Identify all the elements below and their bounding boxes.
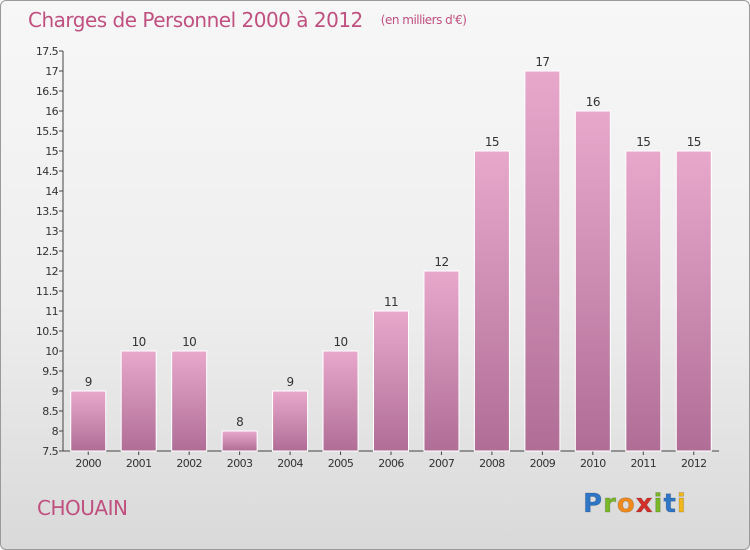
x-tick-label: 2002 <box>176 457 202 470</box>
y-tick-label: 8.5 <box>42 405 58 418</box>
bar <box>423 270 460 452</box>
x-tick-label: 2000 <box>75 457 101 470</box>
logo-letter: t <box>663 489 677 520</box>
y-tick-label: 17 <box>45 65 58 78</box>
logo-letter: x <box>635 489 654 520</box>
y-tick-label: 15 <box>45 145 58 158</box>
bar-value-label: 10 <box>182 335 196 349</box>
logo-letter: i <box>653 489 664 520</box>
y-tick-label: 13.5 <box>36 205 59 218</box>
x-tick-label: 2007 <box>429 457 455 470</box>
x-tick-label: 2005 <box>328 457 354 470</box>
x-tick-label: 2006 <box>378 457 404 470</box>
x-tick-label: 2001 <box>126 457 152 470</box>
y-tick-label: 7.5 <box>42 445 58 458</box>
bar <box>221 430 258 452</box>
bar <box>473 150 510 452</box>
bar-value-label: 15 <box>485 135 499 149</box>
chart-unit: (en milliers d'€) <box>380 13 467 27</box>
chart-title: Charges de Personnel 2000 à 2012 (en mill… <box>28 8 467 32</box>
bar-value-label: 9 <box>85 375 92 389</box>
y-tick-label: 17.5 <box>36 45 59 58</box>
x-tick-label: 2012 <box>681 457 707 470</box>
logo-letter: o <box>616 489 636 520</box>
bar-value-label: 15 <box>687 135 701 149</box>
proxiti-logo: Proxiti <box>582 489 687 520</box>
y-tick-label: 14 <box>45 185 58 198</box>
y-tick-label: 12.5 <box>36 245 59 258</box>
bar-value-label: 10 <box>132 335 146 349</box>
y-tick-label: 15.5 <box>36 125 59 138</box>
bar <box>120 350 157 452</box>
x-tick-label: 2004 <box>277 457 303 470</box>
bar-value-label: 17 <box>535 55 549 69</box>
logo-letter: r <box>603 489 617 520</box>
bar-value-label: 11 <box>384 295 398 309</box>
chart-title-text: Charges de Personnel 2000 à 2012 <box>28 8 363 32</box>
y-tick-label: 14.5 <box>36 165 59 178</box>
x-tick-label: 2011 <box>631 457 657 470</box>
y-tick-label: 10.5 <box>36 325 59 338</box>
y-tick-label: 16 <box>45 105 58 118</box>
bar-value-label: 8 <box>236 415 243 429</box>
y-tick-label: 11 <box>45 305 58 318</box>
y-tick-label: 8 <box>52 425 59 438</box>
y-tick-label: 9 <box>52 385 59 398</box>
bar <box>272 390 309 452</box>
logo-letter: i <box>676 489 687 520</box>
logo-letter: P <box>582 489 604 520</box>
bar <box>373 310 409 452</box>
bar <box>524 70 561 452</box>
bar-value-label: 10 <box>333 335 347 349</box>
x-tick-label: 2008 <box>479 457 505 470</box>
x-tick-label: 2009 <box>530 457 556 470</box>
y-tick-label: 9.5 <box>42 365 58 378</box>
bar <box>70 390 107 452</box>
bar <box>574 110 611 452</box>
bar <box>322 350 359 452</box>
bar <box>171 350 208 452</box>
bar <box>625 150 662 452</box>
y-tick-label: 10 <box>45 345 58 358</box>
y-tick-label: 13 <box>45 225 58 238</box>
bar-value-label: 15 <box>636 135 650 149</box>
x-tick-label: 2003 <box>227 457 253 470</box>
bar-value-label: 12 <box>434 255 448 269</box>
x-tick-label: 2010 <box>580 457 606 470</box>
bar <box>675 150 712 452</box>
y-tick-label: 16.5 <box>36 85 59 98</box>
y-tick-label: 12 <box>45 265 58 278</box>
commune-name: CHOUAIN <box>37 496 128 520</box>
y-tick-label: 11.5 <box>36 285 59 298</box>
bar-value-label: 9 <box>287 375 294 389</box>
bar-value-label: 16 <box>586 95 600 109</box>
